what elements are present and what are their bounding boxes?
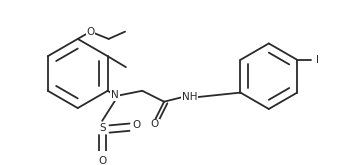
Text: O: O <box>86 27 95 37</box>
Text: O: O <box>151 119 159 130</box>
Text: NH: NH <box>182 92 197 102</box>
Text: I: I <box>316 55 319 65</box>
Text: S: S <box>99 123 106 133</box>
Text: O: O <box>98 156 106 165</box>
Text: N: N <box>111 90 119 100</box>
Text: O: O <box>133 120 141 130</box>
